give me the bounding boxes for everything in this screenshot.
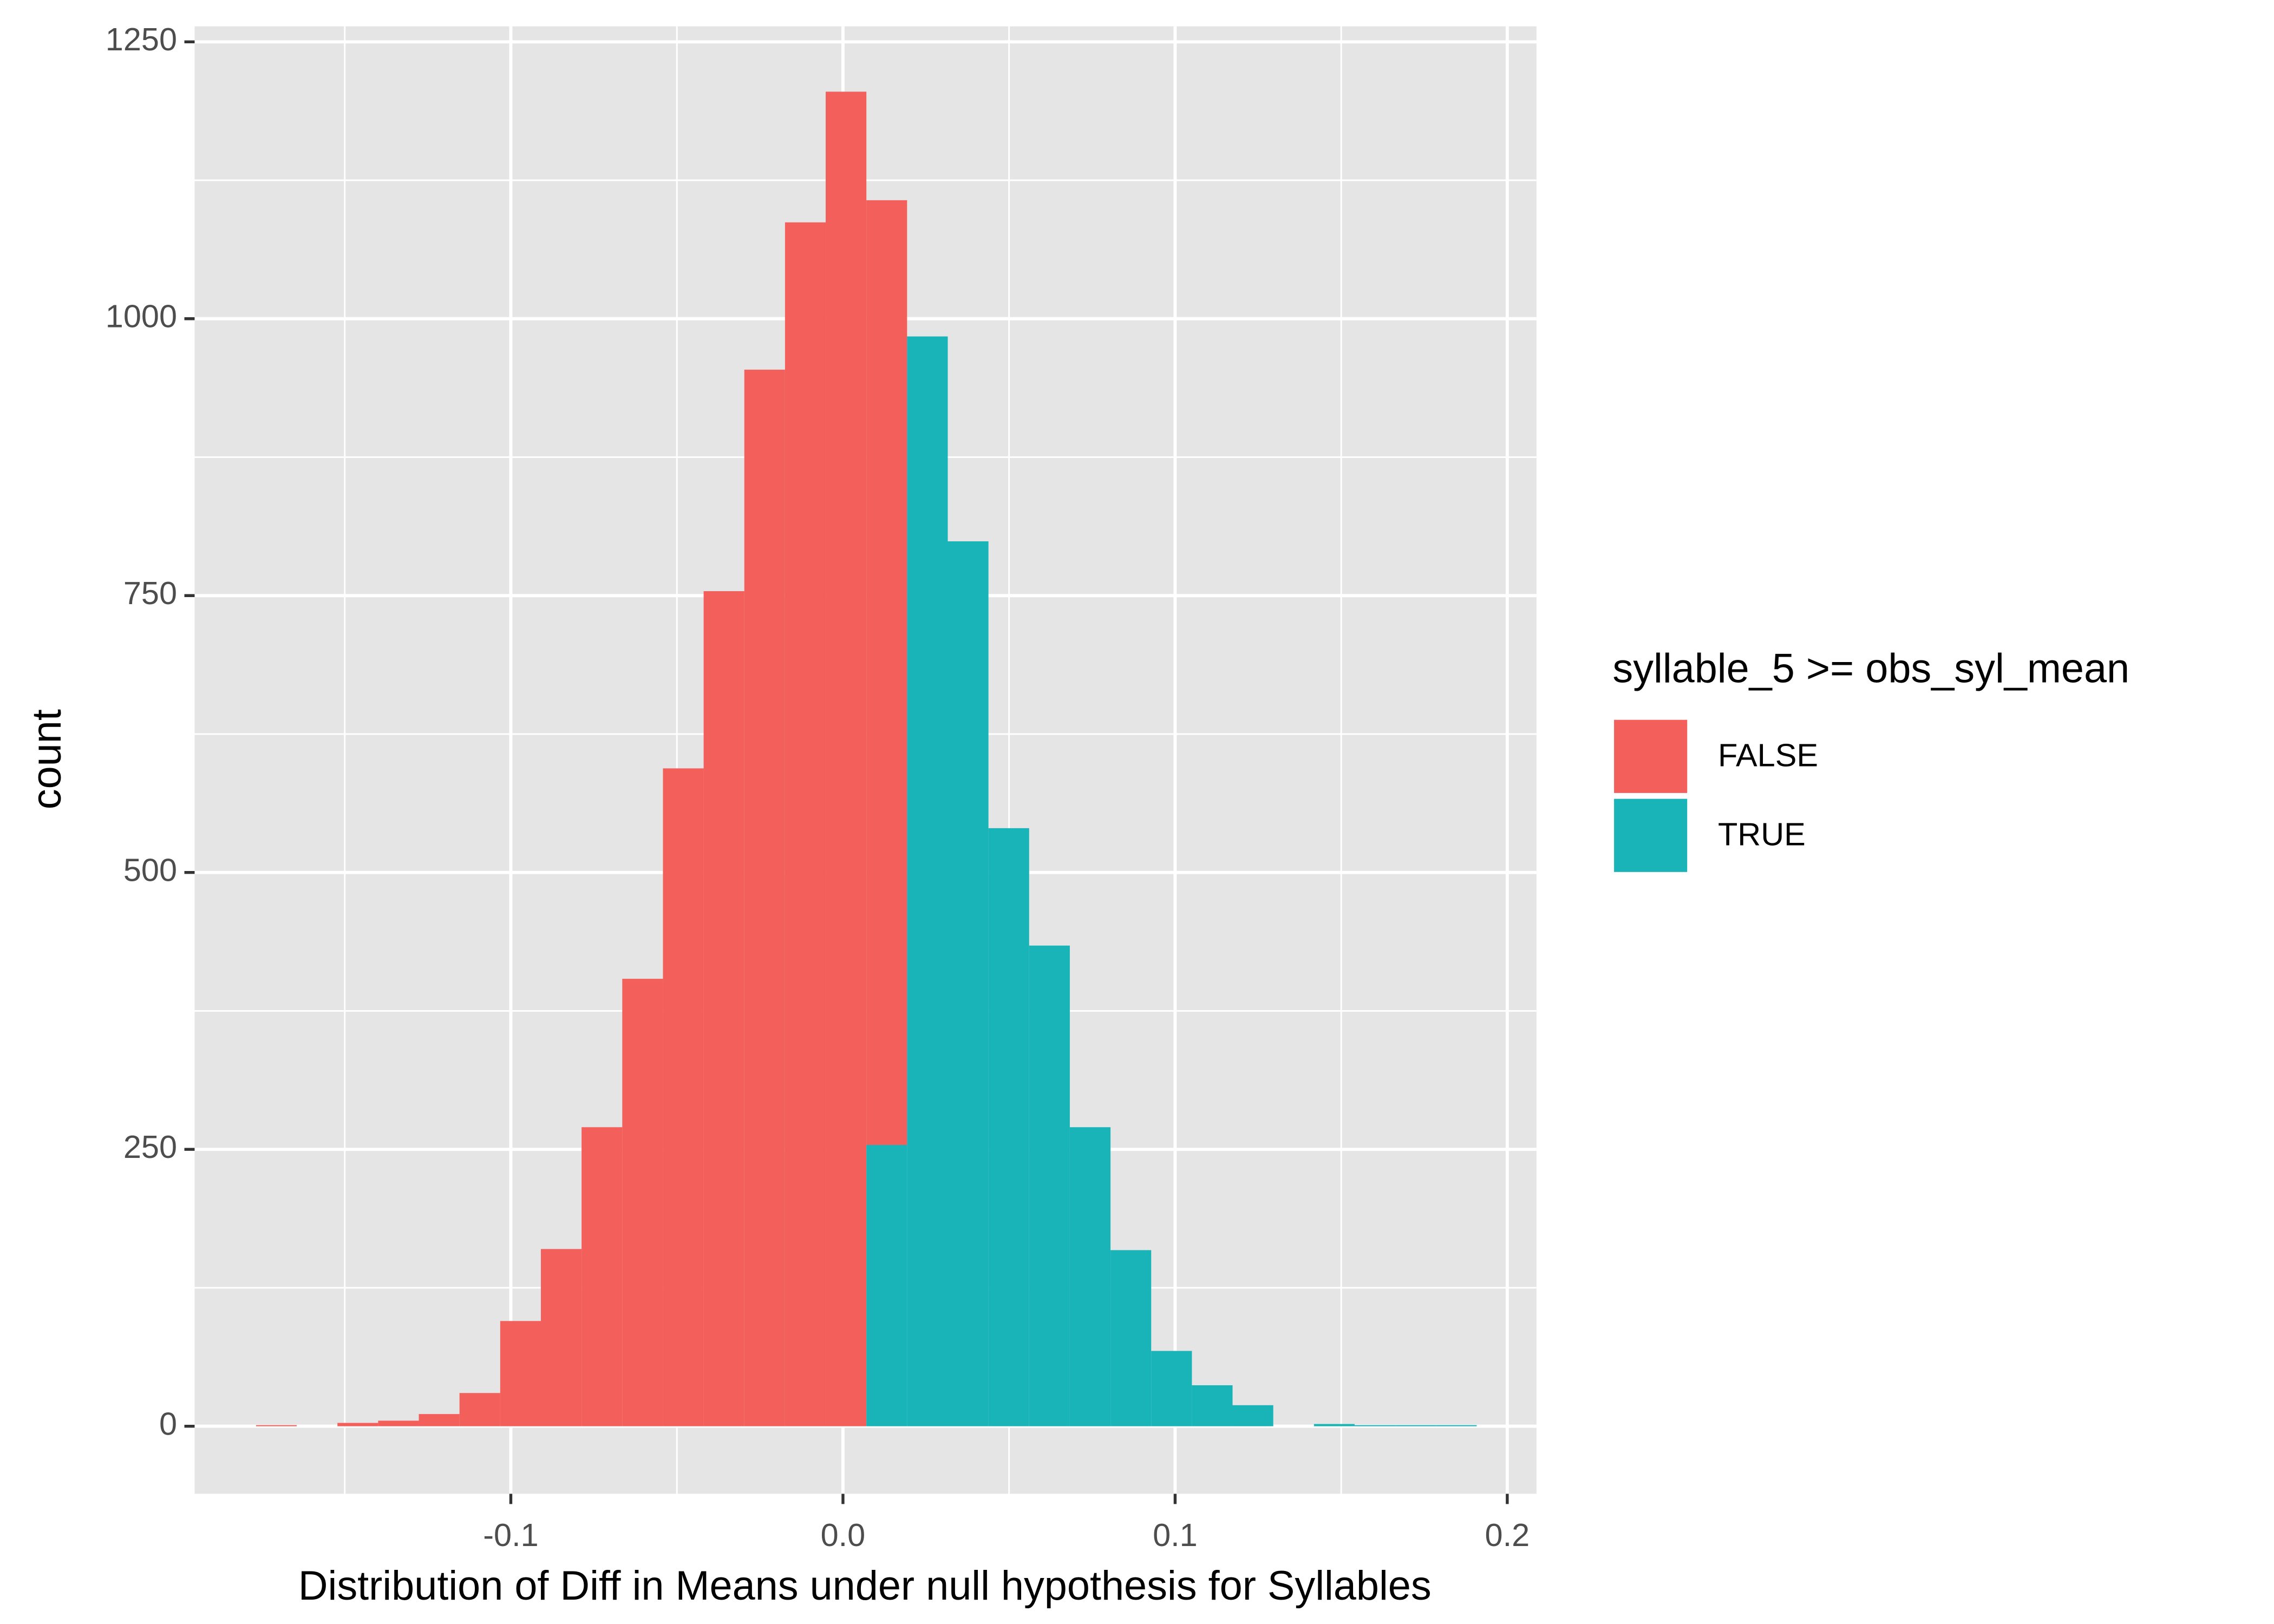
y-tick-label: 500 — [123, 852, 177, 888]
legend-key — [1611, 796, 1690, 875]
y-tick-label: 750 — [123, 575, 177, 611]
bar — [907, 336, 948, 1426]
bar — [1314, 1424, 1355, 1426]
x-tick-label: 0.2 — [1485, 1517, 1530, 1553]
x-tick-label: 0.1 — [1153, 1517, 1198, 1553]
y-tick-label: 250 — [123, 1129, 177, 1165]
bar — [622, 979, 663, 1426]
bar — [948, 541, 989, 1426]
bar — [1069, 1127, 1111, 1426]
legend-key — [1611, 717, 1690, 796]
y-axis-title: count — [24, 709, 70, 809]
bar — [1232, 1405, 1273, 1426]
bar — [1395, 1425, 1436, 1426]
y-tick-label: 1000 — [106, 298, 177, 334]
bar — [785, 222, 826, 1426]
bar — [1029, 945, 1070, 1426]
y-tick-label: 0 — [159, 1405, 177, 1442]
bar — [1436, 1425, 1477, 1426]
bar — [581, 1127, 623, 1426]
bar — [1151, 1351, 1192, 1426]
bar — [419, 1414, 460, 1426]
bar — [459, 1393, 500, 1426]
bar — [1110, 1250, 1152, 1426]
legend-title: syllable_5 >= obs_syl_mean — [1612, 646, 2129, 692]
y-tick-label: 1250 — [106, 21, 177, 57]
x-tick-label: -0.1 — [483, 1517, 538, 1553]
bar — [663, 768, 704, 1426]
bar — [826, 91, 867, 1426]
bar — [337, 1423, 378, 1426]
bar — [744, 369, 785, 1426]
bar — [540, 1249, 582, 1426]
bar — [866, 200, 907, 1145]
bar — [1192, 1385, 1233, 1426]
bar — [988, 828, 1029, 1426]
legend-label: TRUE — [1718, 816, 1806, 853]
x-axis-title: Distribution of Diff in Means under null… — [298, 1563, 1432, 1609]
legend-label: FALSE — [1718, 737, 1818, 774]
bar — [1354, 1425, 1396, 1426]
bar — [703, 591, 744, 1426]
bar — [866, 1145, 907, 1426]
bar — [378, 1420, 419, 1426]
bar — [500, 1321, 541, 1426]
x-tick-label: 0.0 — [821, 1517, 866, 1553]
bar — [256, 1425, 297, 1426]
